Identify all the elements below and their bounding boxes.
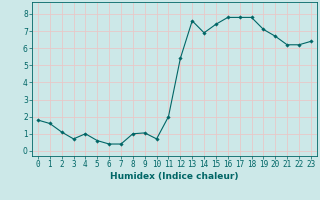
X-axis label: Humidex (Indice chaleur): Humidex (Indice chaleur) — [110, 172, 239, 181]
